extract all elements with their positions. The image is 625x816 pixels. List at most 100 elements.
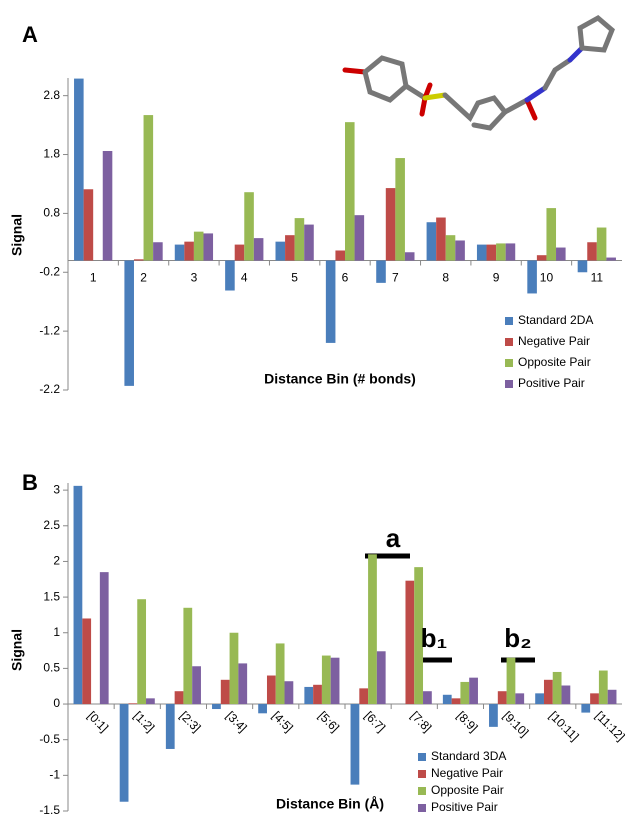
y-tick-label: -1.2 bbox=[39, 323, 60, 337]
legend-label: Opposite Pair bbox=[431, 783, 504, 797]
bar bbox=[120, 704, 129, 802]
bar bbox=[128, 703, 137, 704]
x-tick-label: 4 bbox=[241, 271, 248, 285]
bar bbox=[562, 686, 571, 705]
legend-label: Opposite Pair bbox=[518, 355, 591, 369]
bar bbox=[546, 208, 556, 260]
bar bbox=[477, 245, 487, 261]
bar bbox=[578, 260, 588, 272]
x-tick-label: [3:4] bbox=[223, 709, 249, 735]
legend-label: Negative Pair bbox=[518, 334, 590, 348]
bar bbox=[124, 260, 134, 385]
bar bbox=[221, 680, 230, 704]
bar bbox=[184, 242, 194, 261]
panel-label: B bbox=[22, 470, 38, 495]
y-tick-label: -2.2 bbox=[39, 382, 60, 396]
bar bbox=[192, 666, 201, 704]
bar bbox=[599, 671, 608, 705]
bar bbox=[153, 242, 163, 260]
bar bbox=[326, 260, 336, 342]
bar bbox=[597, 228, 607, 261]
bar bbox=[238, 663, 247, 704]
bar bbox=[203, 233, 213, 260]
x-tick-label: [5:6] bbox=[316, 709, 342, 735]
bar bbox=[506, 243, 516, 260]
y-tick-label: 0.8 bbox=[43, 206, 60, 220]
bar bbox=[507, 658, 516, 704]
legend-swatch bbox=[418, 787, 426, 795]
x-tick-label: 10 bbox=[540, 271, 554, 285]
bar bbox=[335, 250, 345, 260]
bar bbox=[144, 115, 154, 260]
legend-label: Standard 2DA bbox=[518, 313, 593, 327]
y-tick-label: -1.5 bbox=[39, 803, 60, 816]
bar bbox=[436, 218, 446, 261]
figure: ADistance Bin (# bonds)Signal-2.2-1.2-0.… bbox=[0, 0, 625, 816]
bar bbox=[313, 685, 322, 704]
bar bbox=[590, 693, 599, 704]
legend-swatch bbox=[505, 317, 513, 325]
x-tick-label: 2 bbox=[140, 271, 147, 285]
bar bbox=[489, 704, 498, 727]
bar bbox=[103, 151, 113, 260]
bar bbox=[443, 695, 452, 704]
x-tick-label: 6 bbox=[342, 271, 349, 285]
x-axis-title: Distance Bin (Å) bbox=[276, 796, 384, 812]
x-tick-label: [11:12] bbox=[593, 709, 625, 744]
legend-label: Negative Pair bbox=[431, 766, 503, 780]
bar bbox=[395, 158, 405, 260]
bar bbox=[82, 618, 91, 704]
y-axis-title: Signal bbox=[9, 629, 25, 671]
bar bbox=[556, 248, 566, 261]
bar bbox=[515, 693, 524, 704]
bar bbox=[267, 676, 276, 705]
y-tick-label: 0 bbox=[53, 696, 60, 710]
x-tick-label: [10:11] bbox=[546, 709, 581, 744]
legend-swatch bbox=[418, 770, 426, 778]
bar bbox=[134, 259, 144, 260]
bar bbox=[175, 691, 184, 704]
bar bbox=[351, 704, 360, 785]
bar bbox=[244, 192, 254, 260]
x-tick-label: 11 bbox=[591, 271, 604, 285]
bar bbox=[455, 240, 465, 260]
bar bbox=[304, 687, 313, 704]
x-tick-label: 7 bbox=[392, 271, 399, 285]
bar bbox=[537, 255, 547, 260]
bar bbox=[276, 643, 285, 704]
bar bbox=[423, 691, 432, 704]
y-tick-label: 1.8 bbox=[43, 147, 60, 161]
x-tick-label: 1 bbox=[90, 271, 97, 285]
bar bbox=[166, 704, 175, 749]
y-tick-label: 2 bbox=[53, 554, 60, 568]
bar bbox=[137, 599, 146, 704]
bar bbox=[498, 691, 507, 704]
bar bbox=[460, 682, 469, 704]
x-tick-label: [7:8] bbox=[408, 709, 434, 735]
bar bbox=[405, 252, 415, 260]
bar bbox=[230, 633, 239, 704]
x-tick-label: 9 bbox=[493, 271, 500, 285]
bar bbox=[146, 698, 155, 704]
bar bbox=[544, 680, 553, 704]
annotation: a bbox=[386, 523, 401, 553]
bar bbox=[285, 235, 295, 260]
bar bbox=[553, 672, 562, 704]
x-axis-title: Distance Bin (# bonds) bbox=[264, 371, 416, 387]
y-tick-label: 0.5 bbox=[43, 661, 60, 675]
y-tick-label: 3 bbox=[53, 482, 60, 496]
y-tick-label: 2.8 bbox=[43, 88, 60, 102]
legend-swatch bbox=[505, 380, 513, 388]
legend-label: Positive Pair bbox=[431, 800, 498, 814]
bar bbox=[331, 658, 340, 704]
x-tick-label: [1:2] bbox=[131, 709, 157, 735]
bar bbox=[212, 704, 221, 709]
bar bbox=[376, 260, 386, 282]
bar bbox=[275, 242, 285, 261]
annotation: b₁ bbox=[421, 623, 448, 653]
legend-swatch bbox=[418, 804, 426, 812]
legend-swatch bbox=[418, 753, 426, 761]
annotation: b₂ bbox=[504, 623, 531, 653]
bar bbox=[183, 608, 192, 704]
bar bbox=[84, 189, 94, 260]
